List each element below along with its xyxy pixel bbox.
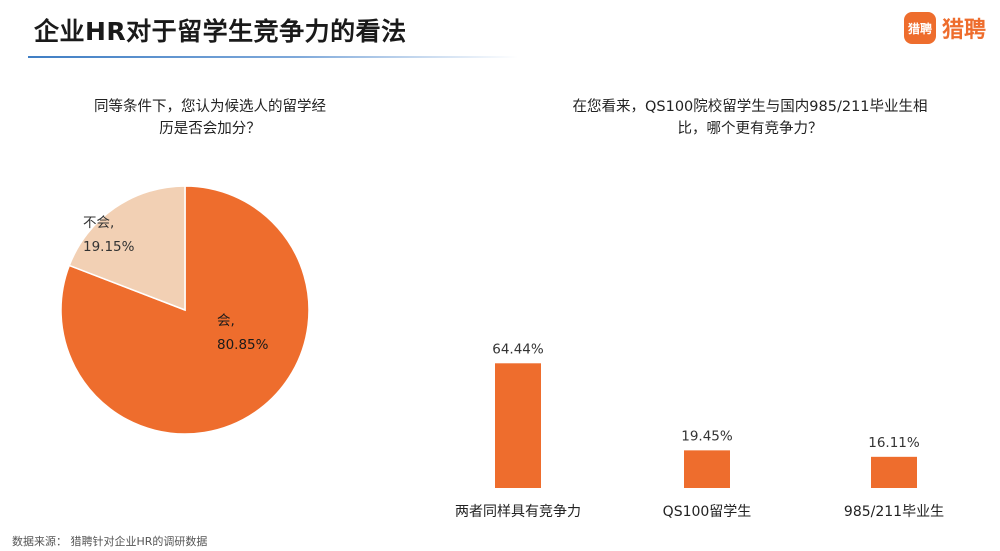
bar-question: 在您看来，QS100院校留学生与国内985/211毕业生相比，哪个更有竞争力？ [572,99,928,137]
bar-value-label: 64.44% [492,341,544,357]
pie-slice-yes-value: 80.85% [217,337,269,353]
pie-chart: 不会, 19.15% 会, 80.85% [60,185,310,435]
brand-badge-icon: 猎聘 [903,12,936,44]
bar-chart: 64.44% 两者同样具有竞争力 19.45% QS100留学生 16.11% 985/2… [455,341,944,520]
pie-slice-yes-label: 会, [217,313,235,329]
bar-1 [495,363,541,488]
bar-category-label: QS100留学生 [663,504,752,520]
bar-category-label: 两者同样具有竞争力 [455,503,581,520]
bar-value-label: 19.45% [681,428,733,444]
brand-name: 猎聘 [941,18,986,43]
pie-question: 同等条件下，您认为候选人的留学经历是否会加分？ [94,99,326,137]
pie-slice-no-value: 19.15% [83,239,135,255]
title-underline [28,56,518,58]
brand-logo: 猎聘 猎聘 [903,12,986,44]
data-source-note: 数据来源： 猎聘针对企业HR的调研数据 [12,535,208,548]
bar-2 [684,450,730,488]
pie-slice-no-label: 不会, [83,215,114,231]
bar-3 [871,456,917,488]
pie-slice-no [68,185,186,312]
page-title: 企业HR对于留学生竞争力的看法 [34,17,407,46]
bar-value-label: 16.11% [868,435,920,451]
bar-category-label: 985/211毕业生 [844,504,944,520]
